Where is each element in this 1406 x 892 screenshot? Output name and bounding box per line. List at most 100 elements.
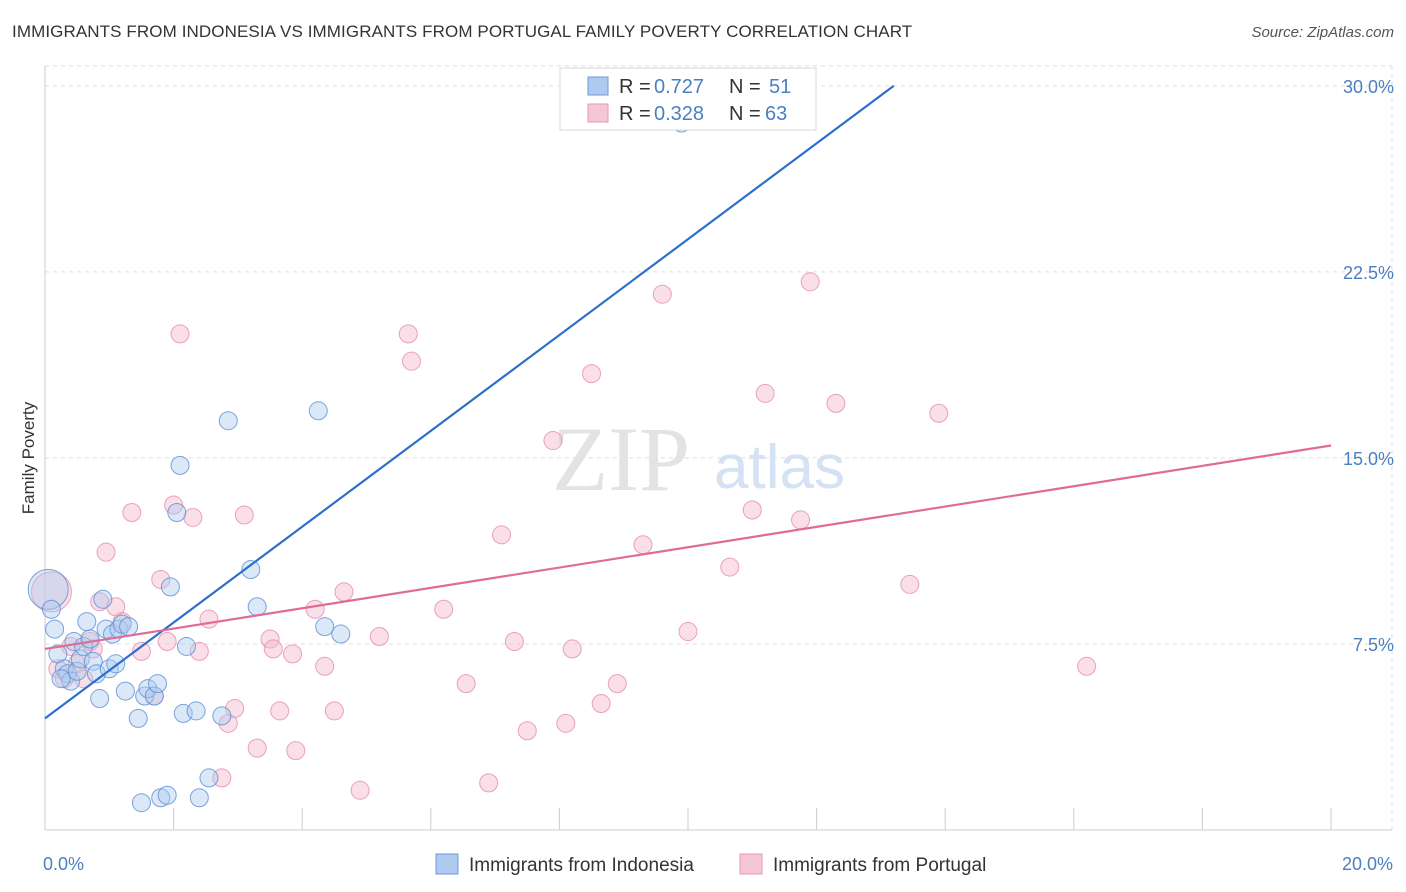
portugal-point bbox=[456, 674, 476, 694]
portugal-point bbox=[543, 431, 563, 451]
r-label-portugal: R = bbox=[619, 103, 651, 125]
indonesia-point bbox=[218, 411, 238, 431]
n-label-portugal: N = bbox=[729, 103, 761, 125]
portugal-point bbox=[800, 272, 820, 292]
indonesia-point bbox=[51, 669, 71, 689]
portugal-point bbox=[369, 627, 389, 647]
trend-lines bbox=[44, 84, 1332, 720]
indonesia-trend-line bbox=[44, 84, 895, 720]
portugal-point bbox=[517, 721, 537, 741]
r-value-portugal: 0.328 bbox=[654, 103, 704, 125]
portugal-point bbox=[324, 701, 344, 721]
portugal-point bbox=[334, 582, 354, 602]
portugal-point bbox=[247, 738, 267, 758]
y-tick-label: 15.0% bbox=[1343, 449, 1394, 469]
indonesia-point bbox=[67, 661, 87, 681]
r-value-indonesia: 0.727 bbox=[654, 76, 704, 98]
n-value-portugal: 63 bbox=[765, 103, 787, 125]
y-tick-label: 30.0% bbox=[1343, 77, 1394, 97]
portugal-point bbox=[504, 631, 524, 651]
indonesia-point bbox=[170, 455, 190, 475]
axes bbox=[44, 66, 1392, 831]
portugal-point bbox=[30, 571, 72, 613]
indonesia-point bbox=[241, 560, 261, 580]
indonesia-point bbox=[80, 629, 100, 649]
portugal-point bbox=[286, 741, 306, 761]
stats-legend: R = 0.727 N = 51 R = 0.328 N = 63 bbox=[559, 67, 817, 131]
portugal-legend-swatch bbox=[587, 103, 609, 123]
portugal-point bbox=[607, 674, 627, 694]
portugal-point bbox=[678, 622, 698, 642]
indonesia-point bbox=[128, 708, 148, 728]
bottom-legend-portugal: Immigrants from Portugal bbox=[773, 855, 986, 876]
portugal-point bbox=[189, 641, 209, 661]
portugal-points bbox=[30, 272, 1097, 800]
indonesia-point bbox=[77, 612, 97, 632]
indonesia-point bbox=[119, 617, 139, 637]
watermark-zip: ZIP bbox=[552, 408, 690, 510]
indonesia-point bbox=[138, 679, 158, 699]
portugal-point bbox=[398, 324, 418, 344]
indonesia-point bbox=[41, 599, 61, 619]
y-tick-label: 22.5% bbox=[1343, 263, 1394, 283]
portugal-point bbox=[234, 505, 254, 525]
indonesia-point bbox=[148, 674, 168, 694]
watermark: ZIP atlas bbox=[552, 408, 845, 510]
chart-title: IMMIGRANTS FROM INDONESIA VS IMMIGRANTS … bbox=[12, 22, 913, 41]
bottom-legend-indonesia-swatch bbox=[435, 853, 459, 875]
indonesia-point bbox=[83, 651, 103, 671]
series-legend: Immigrants from Indonesia Immigrants fro… bbox=[435, 853, 986, 876]
indonesia-point bbox=[189, 788, 209, 808]
portugal-point bbox=[270, 701, 290, 721]
watermark-atlas: atlas bbox=[714, 433, 845, 502]
indonesia-point bbox=[176, 636, 196, 656]
portugal-point bbox=[791, 510, 811, 530]
indonesia-point bbox=[157, 785, 177, 805]
indonesia-point bbox=[186, 701, 206, 721]
n-value-indonesia: 51 bbox=[769, 76, 791, 98]
portugal-point bbox=[131, 641, 151, 661]
portugal-point bbox=[350, 780, 370, 800]
indonesia-point bbox=[331, 624, 351, 644]
portugal-point bbox=[492, 525, 512, 545]
portugal-point bbox=[742, 500, 762, 520]
indonesia-point bbox=[144, 686, 164, 706]
r-label-indonesia: R = bbox=[619, 76, 651, 98]
indonesia-point bbox=[308, 401, 328, 421]
portugal-point bbox=[305, 599, 325, 619]
portugal-point bbox=[652, 284, 672, 304]
indonesia-point bbox=[27, 568, 69, 610]
portugal-point bbox=[755, 383, 775, 403]
portugal-point bbox=[434, 599, 454, 619]
portugal-point bbox=[170, 324, 190, 344]
x-tick-label: 0.0% bbox=[43, 854, 84, 874]
portugal-point bbox=[183, 507, 203, 527]
portugal-point bbox=[591, 693, 611, 713]
indonesia-legend-swatch bbox=[587, 76, 609, 96]
portugal-trend-line bbox=[44, 444, 1332, 651]
indonesia-point bbox=[90, 689, 110, 709]
n-label-indonesia: N = bbox=[729, 76, 761, 98]
y-tick-label: 7.5% bbox=[1353, 635, 1394, 655]
indonesia-point bbox=[212, 706, 232, 726]
portugal-point bbox=[263, 639, 283, 659]
indonesia-point bbox=[247, 597, 267, 617]
x-tick-label: 20.0% bbox=[1342, 854, 1393, 874]
portugal-point bbox=[122, 502, 142, 522]
indonesia-point bbox=[160, 577, 180, 597]
indonesia-point bbox=[315, 617, 335, 637]
bottom-legend-portugal-swatch bbox=[739, 853, 763, 875]
indonesia-point bbox=[131, 793, 151, 813]
portugal-point bbox=[826, 393, 846, 413]
tick-labels: 7.5% 15.0% 22.5% 30.0% 0.0% 20.0% bbox=[43, 77, 1394, 874]
portugal-point bbox=[402, 351, 422, 371]
portugal-point bbox=[562, 639, 582, 659]
bottom-legend-indonesia: Immigrants from Indonesia bbox=[469, 855, 694, 876]
portugal-point bbox=[151, 569, 171, 589]
portugal-point bbox=[720, 557, 740, 577]
indonesia-point bbox=[93, 589, 113, 609]
portugal-point bbox=[157, 631, 177, 651]
grid-lines bbox=[45, 65, 1393, 830]
portugal-point bbox=[582, 364, 602, 384]
